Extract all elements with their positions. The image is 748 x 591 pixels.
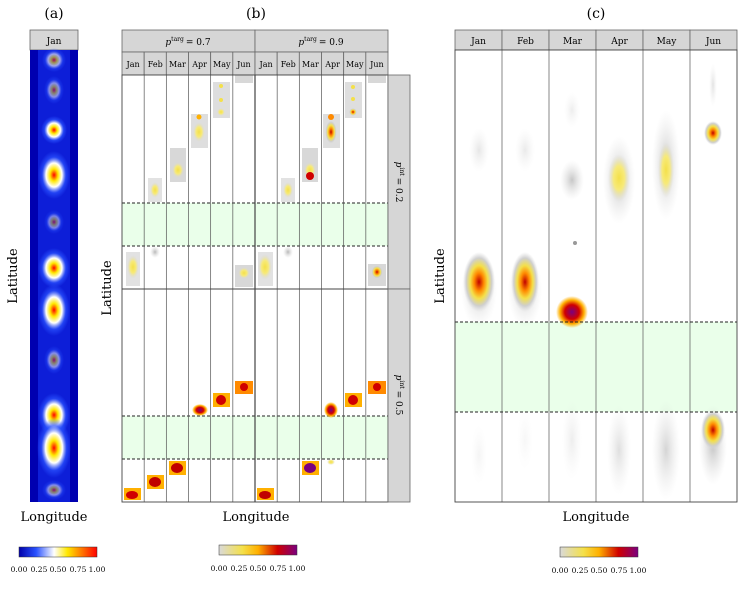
panel-b-label: (b) — [246, 6, 266, 22]
panel-b-ptarg-header-1: ptarg = 0.7 — [121, 29, 256, 53]
pint-sup-2: int — [398, 380, 405, 389]
panel-b-month-feb: Feb — [148, 60, 163, 69]
panel-c-colorbar-tick-2: 0.50 — [591, 566, 608, 575]
ptarg-symbol-1: p — [165, 38, 171, 48]
panel-a-colorbar-tick-4: 1.00 — [89, 565, 106, 574]
panel-c-label: (c) — [587, 6, 606, 22]
panel-a-colorbar-tick-0: 0.00 — [11, 565, 28, 574]
panel-c-month-mar: Mar — [563, 37, 583, 47]
panel-b-month-headers: Jan Feb Mar Apr May Jun Jan Feb Mar Apr May Jun — [121, 51, 389, 76]
panel-c-month-may: May — [657, 37, 678, 47]
svg-text:ptarg= 0.9: ptarg = 0.9 — [298, 36, 343, 48]
pint-symbol-1: p — [393, 162, 403, 168]
panel-b-month-mar: Mar — [169, 60, 186, 69]
panel-b-top-blobs — [126, 75, 386, 287]
panel-b-month-mar: Mar — [302, 60, 319, 69]
panel-c-month-apr: Apr — [610, 37, 628, 47]
panel-c-month-jun: Jun — [705, 37, 721, 47]
panel-c-ylabel: Latitude — [433, 248, 448, 304]
pint-symbol-2: p — [393, 375, 403, 381]
pint-value-1: = 0.2 — [393, 178, 403, 203]
panel-c-borders — [454, 49, 738, 503]
pint-sup-1: int — [398, 167, 405, 176]
panel-c-column-separators — [501, 50, 691, 502]
panel-b-ylabel: Latitude — [100, 260, 115, 316]
panel-a-colorbar: 0.00 0.25 0.50 0.75 1.00 — [11, 546, 106, 574]
panel-b-month-jun: Jun — [236, 60, 251, 69]
panel-b-month-jun: Jun — [369, 60, 384, 69]
panel-c-colorbar-tick-1: 0.25 — [572, 566, 589, 575]
panel-a-heatmap — [30, 48, 78, 502]
panel-c-month-jan: Jan — [470, 37, 486, 47]
panel-b-month-jan: Jan — [259, 60, 273, 69]
svg-text:ptarg= 0.7: ptarg = 0.7 — [165, 36, 210, 48]
panel-b-ptarg-header-2: ptarg = 0.9 — [254, 29, 389, 53]
svg-text:pint= 0.5: pint = 0.5 — [393, 375, 405, 416]
panel-c-colorbar: 0.00 0.25 0.50 0.75 1.00 — [552, 546, 647, 575]
panel-b-bottom-blobs — [124, 381, 386, 500]
panel-b-colorbar-tick-3: 0.75 — [270, 564, 287, 573]
pint-value-2: = 0.5 — [393, 391, 403, 416]
panel-b-colorbar: 0.00 0.25 0.50 0.75 1.00 — [211, 544, 306, 573]
panel-a-label: (a) — [44, 6, 63, 22]
ptarg-value-1: = 0.7 — [186, 38, 211, 48]
svg-text:pint= 0.2: pint = 0.2 — [393, 162, 405, 203]
panel-b-column-separators — [143, 75, 367, 502]
panel-a-colorbar-tick-2: 0.50 — [50, 565, 67, 574]
panel-a-colorbar-tick-3: 0.75 — [70, 565, 87, 574]
panel-b-month-apr: Apr — [191, 60, 207, 69]
panel-c-month-headers: Jan Feb Mar Apr May Jun — [454, 29, 738, 51]
ptarg-symbol-2: p — [298, 38, 304, 48]
panel-b-month-apr: Apr — [324, 60, 340, 69]
ptarg-value-2: = 0.9 — [319, 38, 344, 48]
panel-b-month-may: May — [346, 60, 364, 69]
panel-c-xlabel: Longitude — [563, 510, 630, 525]
ptarg-sup-1: targ — [171, 36, 184, 43]
panel-b-colorbar-tick-2: 0.50 — [250, 564, 267, 573]
panel-c-colorbar-tick-0: 0.00 — [552, 566, 569, 575]
panel-a-month-jan: Jan — [46, 37, 62, 47]
panel-b-month-jan: Jan — [126, 60, 140, 69]
panel-b-pint-strip-1: pint = 0.2 — [387, 74, 411, 290]
panel-b-colorbar-tick-4: 1.00 — [289, 564, 306, 573]
panel-c-month-feb: Feb — [517, 37, 534, 47]
panel-c-blobs — [461, 63, 727, 500]
panel-b-pint-strip-2: pint = 0.5 — [387, 288, 411, 503]
ptarg-sup-2: targ — [304, 36, 317, 43]
panel-b-month-may: May — [213, 60, 231, 69]
panel-a-ylabel: Latitude — [6, 248, 21, 304]
panel-b-xlabel: Longitude — [223, 510, 290, 525]
panel-a-colorbar-tick-1: 0.25 — [31, 565, 48, 574]
panel-c-colorbar-tick-3: 0.75 — [611, 566, 628, 575]
panel-a-xlabel: Longitude — [21, 510, 88, 525]
panel-b-colorbar-tick-1: 0.25 — [231, 564, 248, 573]
panel-a-month-header: Jan — [29, 29, 79, 51]
panel-c-colorbar-tick-4: 1.00 — [630, 566, 647, 575]
panel-b-colorbar-tick-0: 0.00 — [211, 564, 228, 573]
panel-b-month-feb: Feb — [281, 60, 296, 69]
